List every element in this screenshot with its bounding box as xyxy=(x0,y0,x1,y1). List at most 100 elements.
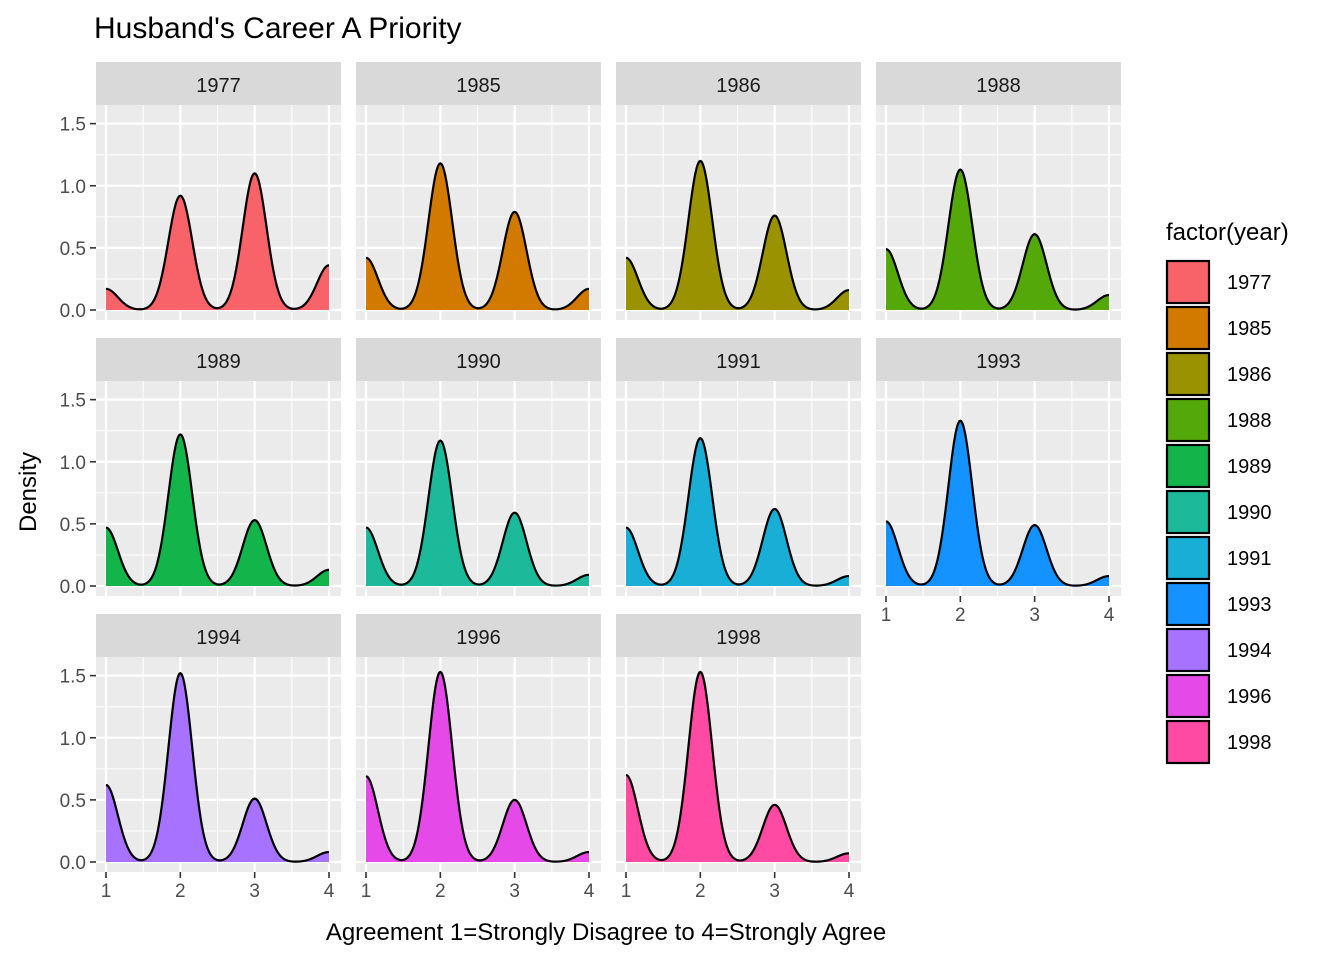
x-tick-label: 2 xyxy=(955,605,966,626)
facet-strip-label: 1998 xyxy=(716,627,761,649)
x-tick-label: 1 xyxy=(621,881,632,902)
legend-label: 1989 xyxy=(1227,456,1272,478)
panel-background xyxy=(356,657,601,872)
density-area-1985 xyxy=(366,163,589,310)
density-area-1988 xyxy=(886,169,1109,310)
facet-strip-label: 1988 xyxy=(976,75,1021,97)
facet-panel: 1993 1 2 3 4 xyxy=(876,338,1121,626)
density-line-1991 xyxy=(625,436,850,587)
panel-background xyxy=(96,105,341,320)
density-line-1998 xyxy=(625,670,850,863)
legend-item-1988: 1988 xyxy=(1165,397,1272,443)
density-area-1989 xyxy=(106,434,329,586)
x-tick-label: 3 xyxy=(509,881,520,902)
y-tick-label: 0.0 xyxy=(60,301,86,322)
density-line-1996 xyxy=(365,670,590,863)
legend-key-swatch xyxy=(1165,581,1211,627)
legend-key-swatch xyxy=(1165,489,1211,535)
panel-background xyxy=(616,657,861,872)
facet-strip xyxy=(876,338,1121,381)
legend-key-swatch xyxy=(1165,443,1211,489)
facet-panel: 1996 1 2 3 4 xyxy=(356,614,601,902)
density-line-1988 xyxy=(885,168,1110,311)
x-tick-label: 4 xyxy=(584,881,595,902)
facet-strip-label: 1990 xyxy=(456,351,501,373)
x-tick-label: 2 xyxy=(175,881,186,902)
legend-item-1991: 1991 xyxy=(1165,535,1272,581)
panel-background xyxy=(616,105,861,320)
x-tick-label: 1 xyxy=(361,881,372,902)
legend-item-1990: 1990 xyxy=(1165,489,1272,535)
legend-item-1977: 1977 xyxy=(1165,259,1272,305)
facet-strip-label: 1986 xyxy=(716,75,761,97)
legend-item-1986: 1986 xyxy=(1165,351,1272,397)
x-tick-label: 4 xyxy=(1104,605,1115,626)
density-line-1993 xyxy=(885,419,1110,587)
facet-strip xyxy=(356,62,601,105)
legend-title: factor(year) xyxy=(1166,219,1289,246)
facet-strip xyxy=(356,338,601,381)
density-area-1996 xyxy=(366,671,589,862)
y-tick-label: 0.5 xyxy=(60,515,86,536)
facet-strip xyxy=(616,614,861,657)
legend-label: 1993 xyxy=(1227,594,1272,616)
facet-strip xyxy=(356,614,601,657)
legend-label: 1988 xyxy=(1227,410,1272,432)
panel-background xyxy=(96,657,341,872)
density-line-1989 xyxy=(105,433,330,587)
panel-background xyxy=(356,105,601,320)
facet-panel: 1985 xyxy=(356,62,601,320)
y-axis-title: Density xyxy=(15,452,42,532)
facet-strip-label: 1991 xyxy=(716,351,761,373)
density-area-1986 xyxy=(626,160,849,310)
panel-background xyxy=(876,105,1121,320)
facet-panel: 1986 xyxy=(616,62,861,320)
legend-label: 1991 xyxy=(1227,548,1272,570)
density-area-1977 xyxy=(106,173,329,310)
legend-item-1998: 1998 xyxy=(1165,719,1272,765)
y-tick-label: 1.5 xyxy=(60,115,86,136)
density-area-1991 xyxy=(626,438,849,586)
y-tick-label: 0.0 xyxy=(60,577,86,598)
x-tick-label: 4 xyxy=(324,881,335,902)
legend-key-swatch xyxy=(1165,397,1211,443)
facet-panel: 1977 0.0 0.5 1.0 1.5 xyxy=(60,62,341,322)
facet-strip xyxy=(876,62,1121,105)
x-tick-label: 3 xyxy=(769,881,780,902)
facet-panel: 1991 xyxy=(616,338,861,596)
panel-background xyxy=(616,381,861,596)
y-tick-label: 0.5 xyxy=(60,791,86,812)
legend-items: 1977 1985 1986 1988 1989 1990 1991 1993 1994 1996… xyxy=(1165,259,1272,765)
legend-item-1993: 1993 xyxy=(1165,581,1272,627)
panel-background xyxy=(356,381,601,596)
facet-panel: 1990 xyxy=(356,338,601,596)
x-tick-label: 4 xyxy=(844,881,855,902)
legend-label: 1994 xyxy=(1227,640,1272,662)
facet-strip xyxy=(96,62,341,105)
legend-key-swatch xyxy=(1165,535,1211,581)
legend-item-1994: 1994 xyxy=(1165,627,1272,673)
panel-background xyxy=(96,381,341,596)
density-line-1994 xyxy=(105,671,330,863)
legend-label: 1985 xyxy=(1227,318,1272,340)
legend-item-1996: 1996 xyxy=(1165,673,1272,719)
facet-panel: 1988 xyxy=(876,62,1121,320)
facet-strip-label: 1993 xyxy=(976,351,1021,373)
density-area-1994 xyxy=(106,673,329,862)
legend-key-swatch xyxy=(1165,305,1211,351)
facet-strip-label: 1996 xyxy=(456,627,501,649)
facet-panel: 1994 0.0 0.5 1.0 1.5 1 2 3 4 xyxy=(60,614,341,902)
legend: factor(year) 1977 1985 1986 1988 1989 1990 199… xyxy=(1165,219,1289,765)
legend-key-swatch xyxy=(1165,351,1211,397)
facet-panel: 1989 0.0 0.5 1.0 1.5 xyxy=(60,338,341,598)
legend-label: 1998 xyxy=(1227,732,1272,754)
x-tick-label: 2 xyxy=(695,881,706,902)
panel-background xyxy=(876,381,1121,596)
y-tick-label: 1.0 xyxy=(60,729,86,750)
facet-strip xyxy=(96,338,341,381)
facet-panels: 1977 0.0 0.5 1.0 1.5 1985 1986 1988 1989 0.0 0.5 1.… xyxy=(60,62,1121,902)
chart-title: Husband's Career A Priority xyxy=(94,12,462,45)
facet-strip-label: 1994 xyxy=(196,627,241,649)
legend-key-swatch xyxy=(1165,259,1211,305)
